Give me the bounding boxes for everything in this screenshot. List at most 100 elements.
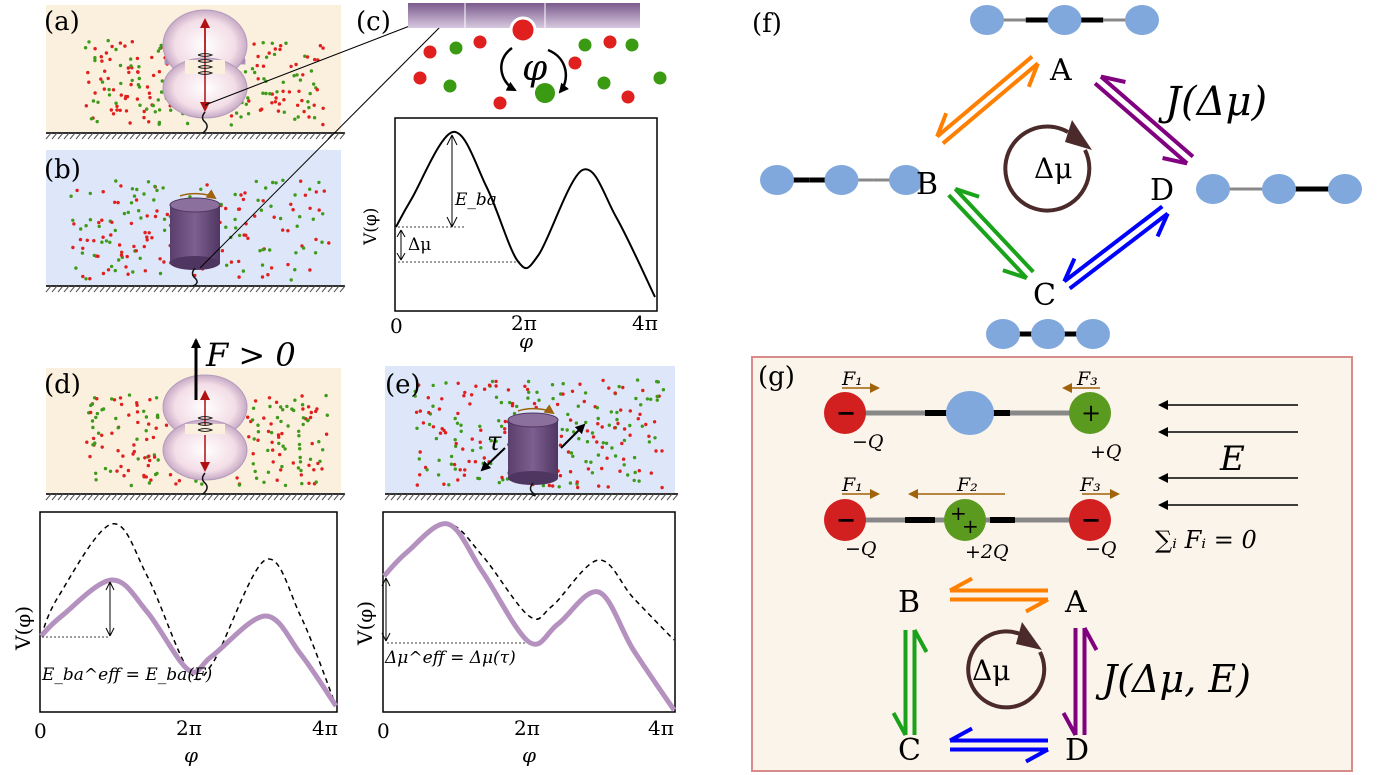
panel-d-plot-frame: [39, 511, 338, 713]
svg-text:−: −: [836, 398, 856, 427]
panel-e-plot-frame: [382, 511, 676, 713]
panel-f-node-c: C: [1033, 278, 1056, 313]
panel-c-delta-label: Δμ: [408, 235, 431, 255]
panel-c-bound-molecule: [509, 16, 537, 44]
panel-f-bead-chain-b: [760, 165, 923, 195]
panel-f-arrow-ab: [935, 55, 1040, 145]
panel-e-effective-curve: [382, 521, 677, 712]
panel-f-node-d: D: [1150, 173, 1174, 208]
panel-d-label: (d): [44, 370, 81, 400]
panel-f-label: (f): [752, 9, 782, 39]
zoom-line-2: [199, 21, 446, 269]
panel-e-label: (e): [385, 370, 421, 400]
panel-c-rotation-arrow-left: [500, 46, 517, 92]
panel-g-charge-plus-top: +Q: [1090, 441, 1122, 463]
panel-f-bead-chain-d: [1196, 174, 1362, 204]
panel-g-node-a: A: [1064, 585, 1087, 620]
panel-g-sum-label: ∑ᵢ Fᵢ = 0: [1155, 526, 1257, 554]
panel-g-trimer: − + + − F₁ F₂ F₃ −Q +2Q −Q: [824, 474, 1120, 563]
panel-b: (b): [44, 150, 346, 293]
panel-c-label: (c): [356, 7, 391, 37]
panel-g-dimer: − + F₁ F₃ −Q +Q: [824, 368, 1122, 463]
panel-d-tick-4pi: 4π: [312, 716, 338, 740]
panel-g-node-b: B: [898, 585, 920, 620]
panel-f-cycle-arrowhead: [1065, 120, 1092, 150]
panel-b-hatch: [45, 285, 346, 293]
panel-d-barrier-arrow: [105, 581, 115, 637]
panel-c-potential-curve: [395, 131, 656, 298]
panel-g-arrow-ab: [949, 576, 1049, 614]
panel-g-charge-minus-top: −Q: [852, 431, 884, 453]
panel-a-label: (a): [44, 7, 80, 37]
panel-g-arrow-dc: [949, 726, 1049, 764]
panel-e-delta-arrow: [381, 577, 391, 642]
panel-d-ylabel: V(φ): [11, 606, 35, 651]
panel-c-tick-0: 0: [390, 314, 403, 338]
panel-g-dimer-negative-bead: [824, 392, 866, 434]
panel-c-ylabel: V(φ): [361, 208, 381, 246]
panel-b-label: (b): [44, 155, 81, 185]
panel-c-barrier-arrow: [446, 134, 458, 228]
panel-g-cycle-label: Δμ: [972, 654, 1010, 687]
panel-b-rotary-motor: [169, 189, 221, 287]
panel-d-xlabel: φ: [184, 743, 198, 767]
panel-d-tick-0: 0: [34, 719, 47, 743]
panel-g-force-f1-bottom: F₁: [841, 474, 863, 496]
panel-a-clamp-motor: [162, 9, 248, 134]
panel-c-barrier-label: E_ba: [454, 190, 497, 210]
panel-f-arrow-dc: [1062, 204, 1170, 291]
panel-e: τ (e) Δμ^eff = Δμ(τ) V(φ) 0 2π 4π φ: [353, 366, 679, 767]
svg-text:+: +: [950, 501, 967, 525]
panel-c-xlabel: φ: [519, 329, 533, 353]
panel-g-trimer-negative-bead-right: [1069, 499, 1111, 541]
panel-g-charge-minus-left: −Q: [845, 538, 877, 560]
panel-c-tick-4pi: 4π: [632, 311, 658, 335]
panel-g-force-f3-bottom: F₃: [1079, 474, 1101, 496]
panel-e-torque-symbol: τ: [487, 427, 502, 457]
svg-text:−: −: [1081, 505, 1101, 534]
panel-d-tick-2pi: 2π: [176, 716, 202, 740]
panel-f-cycle-circle: [1003, 124, 1092, 213]
panel-c-tick-2pi: 2π: [511, 311, 537, 335]
panel-e-particle-cloud: [413, 378, 666, 490]
panel-f-arrow-bc: [947, 187, 1035, 280]
panel-d-effective-curve: [39, 577, 339, 708]
panel-e-rotary-motor: [480, 404, 586, 497]
zoom-line-1: [204, 21, 421, 106]
panel-c-rotation-arrow-right: [547, 48, 569, 94]
panel-g-arrow-ad: [1061, 627, 1099, 736]
panel-c-angle-symbol: φ: [522, 48, 548, 89]
panel-g-charge-plus2q: +2Q: [965, 541, 1009, 563]
panel-g-node-c: C: [898, 733, 921, 768]
panel-e-xlabel: φ: [522, 743, 536, 767]
panel-c-molecules: [413, 35, 667, 110]
panel-g-arrow-bc: [891, 629, 929, 736]
panel-e-tick-4pi: 4π: [648, 716, 674, 740]
panel-d-force-label: F > 0: [205, 336, 296, 374]
panel-e-tick-0: 0: [377, 719, 390, 743]
panel-g-charge-minus-right: −Q: [1085, 538, 1117, 560]
panel-g-field-label: E: [1219, 439, 1245, 479]
panel-f-flux-label: J(Δμ): [1158, 79, 1267, 125]
panel-d-original-curve: [40, 523, 337, 707]
panel-g-force-f3-top: F₃: [1076, 368, 1098, 390]
panel-f-node-a: A: [1049, 53, 1072, 88]
svg-text:−: −: [836, 505, 856, 534]
panel-g-dimer-neutral-bead: [946, 391, 994, 435]
svg-text:+: +: [1081, 399, 1101, 427]
panel-d-hatch: [45, 493, 346, 501]
panel-e-annotation: Δμ^eff = Δμ(τ): [384, 648, 516, 668]
panel-f: (f) A B C D Δμ J(Δμ): [752, 5, 1362, 349]
panel-g-trimer-positive-bead: [944, 499, 986, 541]
panel-c: φ (c) E_ba Δμ V(φ) 0 2π 4π φ: [356, 3, 667, 353]
panel-g-node-d: D: [1065, 733, 1089, 768]
panel-c-delta-arrow: [396, 229, 406, 261]
panel-d-annotation: E_ba^eff = E_ba(F): [41, 665, 212, 685]
panel-g-flux-label: J(Δμ, E): [1095, 657, 1251, 701]
panel-g-cycle-circle: [966, 629, 1047, 710]
panel-d-clamp-motor: [162, 374, 248, 495]
panel-g-force-f2: F₂: [956, 474, 978, 496]
panel-e-hatch: [384, 493, 679, 501]
panel-e-ylabel: V(φ): [353, 601, 377, 646]
svg-text:+: +: [962, 514, 979, 538]
